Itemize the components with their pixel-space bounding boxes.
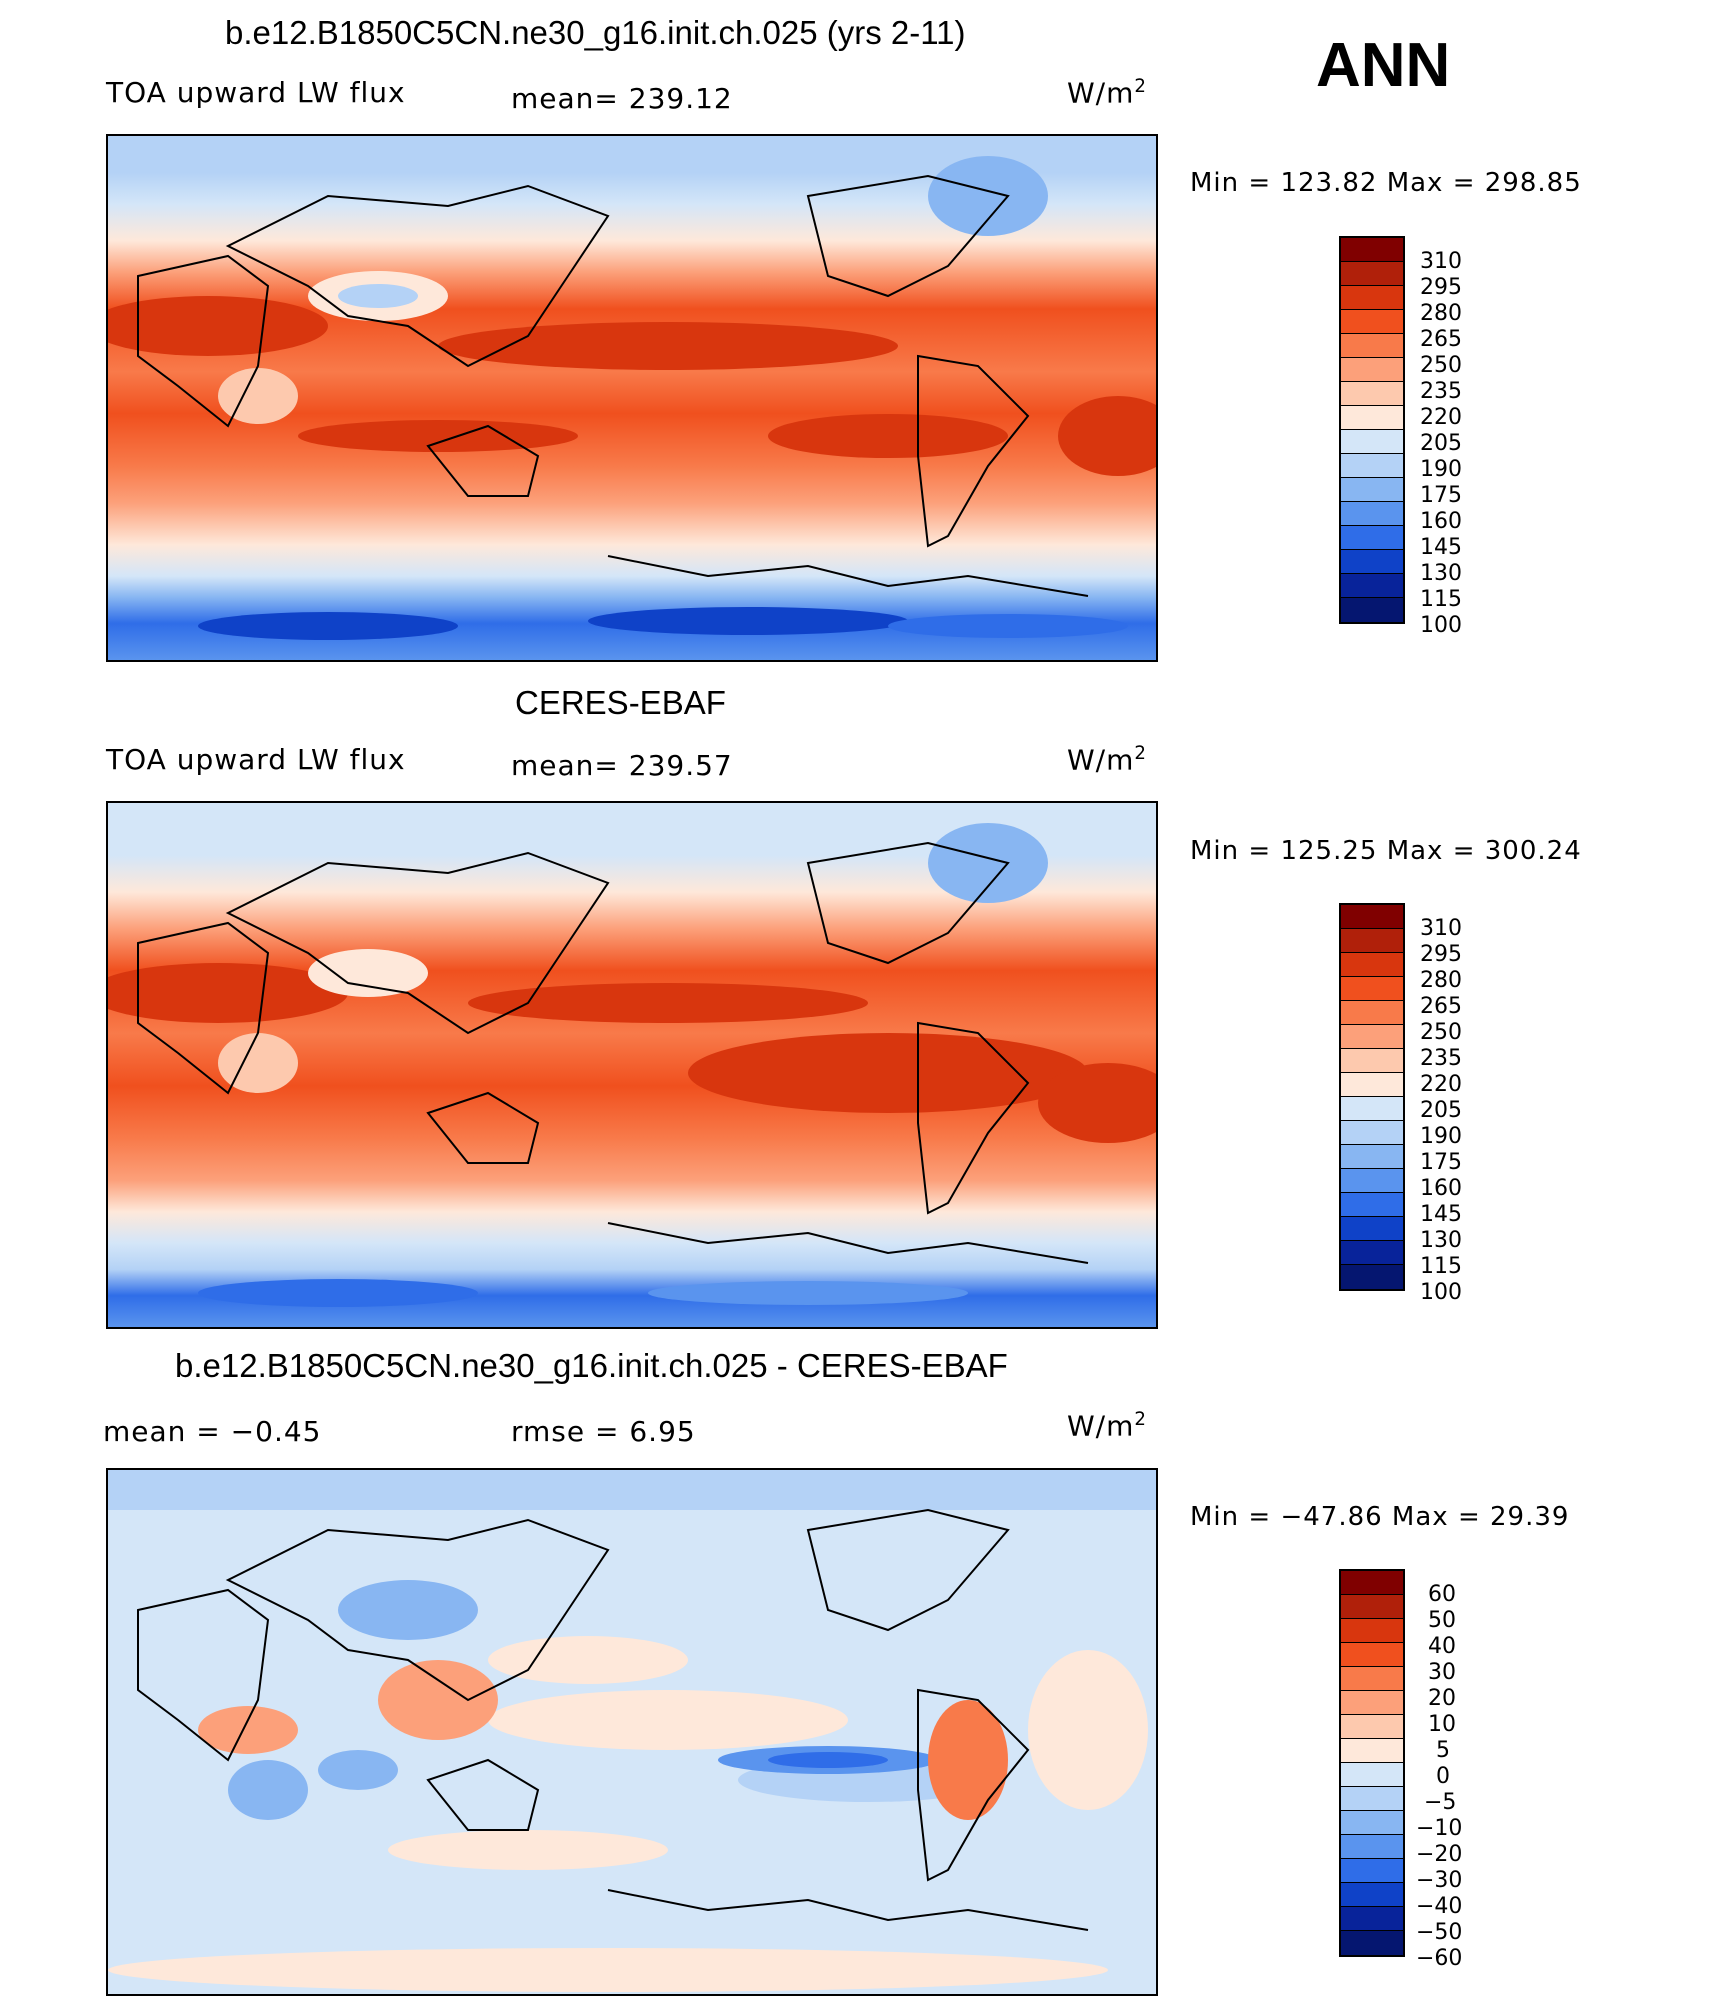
colorbar-tick: 115 — [1420, 1254, 1462, 1279]
colorbar-tick: 190 — [1420, 457, 1462, 482]
colorbar-tick: 295 — [1420, 275, 1462, 300]
colorbar-tick: 100 — [1420, 613, 1462, 638]
colorbar-tick: 30 — [1428, 1660, 1456, 1685]
colorbar-tick: 235 — [1420, 379, 1462, 404]
colorbar-tick: −50 — [1416, 1920, 1463, 1945]
colorbar-tick: 265 — [1420, 327, 1462, 352]
colorbar-tick: 190 — [1420, 1124, 1462, 1149]
colorbar-tick: −5 — [1424, 1790, 1457, 1815]
colorbar-tick: 5 — [1436, 1738, 1450, 1763]
colorbar-tick: 310 — [1420, 249, 1462, 274]
colorbar-tick: 175 — [1420, 483, 1462, 508]
panel3-rmse-label: rmse = 6.95 — [511, 1415, 696, 1448]
colorbar-tick: −60 — [1416, 1946, 1463, 1971]
colorbar-tick: 295 — [1420, 942, 1462, 967]
season-label: ANN — [1316, 31, 1451, 100]
panel2-mean-label: mean= 239.57 — [511, 749, 733, 782]
colorbar-tick: 205 — [1420, 431, 1462, 456]
colorbar-tick: 205 — [1420, 1098, 1462, 1123]
colorbar-tick: 50 — [1428, 1608, 1456, 1633]
panel1-colorbar — [1339, 236, 1405, 624]
colorbar-tick: 265 — [1420, 994, 1462, 1019]
colorbar-tick: 310 — [1420, 916, 1462, 941]
panel1-minmax: Min = 123.82 Max = 298.85 — [1190, 168, 1582, 198]
colorbar-tick: 40 — [1428, 1634, 1456, 1659]
colorbar-tick: 60 — [1428, 1582, 1456, 1607]
panel2-units: W/m2 — [1067, 743, 1147, 777]
colorbar-tick: 145 — [1420, 1202, 1462, 1227]
panel3-minmax: Min = −47.86 Max = 29.39 — [1190, 1502, 1570, 1532]
colorbar-tick: 250 — [1420, 353, 1462, 378]
panel2-minmax: Min = 125.25 Max = 300.24 — [1190, 836, 1582, 866]
colorbar-tick: 145 — [1420, 535, 1462, 560]
colorbar-tick: −40 — [1416, 1894, 1463, 1919]
colorbar-tick: −20 — [1416, 1842, 1463, 1867]
colorbar-tick: 10 — [1428, 1712, 1456, 1737]
colorbar-tick: 160 — [1420, 1176, 1462, 1201]
panel3-mean-label: mean = −0.45 — [103, 1415, 322, 1448]
colorbar-tick: 100 — [1420, 1280, 1462, 1305]
colorbar-tick: 220 — [1420, 405, 1462, 430]
colorbar-tick: 280 — [1420, 968, 1462, 993]
panel1-map — [106, 134, 1158, 662]
panel2-variable-label: TOA upward LW flux — [106, 743, 406, 776]
panel3-title: b.e12.B1850C5CN.ne30_g16.init.ch.025 - C… — [175, 1347, 1008, 1384]
panel1-mean-label: mean= 239.12 — [511, 82, 733, 115]
colorbar-tick: 280 — [1420, 301, 1462, 326]
colorbar-tick: 175 — [1420, 1150, 1462, 1175]
panel3-units: W/m2 — [1067, 1409, 1147, 1443]
colorbar-tick: −10 — [1416, 1816, 1463, 1841]
panel1-title: b.e12.B1850C5CN.ne30_g16.init.ch.025 (yr… — [225, 14, 966, 51]
panel1-units: W/m2 — [1067, 76, 1147, 110]
panel3-colorbar — [1339, 1569, 1405, 1957]
panel2-map — [106, 801, 1158, 1329]
colorbar-tick: 130 — [1420, 1228, 1462, 1253]
panel2-title: CERES-EBAF — [515, 684, 726, 721]
colorbar-tick: −30 — [1416, 1868, 1463, 1893]
colorbar-tick: 0 — [1436, 1764, 1450, 1789]
panel3-map — [106, 1468, 1158, 1996]
colorbar-tick: 160 — [1420, 509, 1462, 534]
panel2-colorbar — [1339, 903, 1405, 1291]
colorbar-tick: 235 — [1420, 1046, 1462, 1071]
colorbar-tick: 130 — [1420, 561, 1462, 586]
colorbar-tick: 250 — [1420, 1020, 1462, 1045]
colorbar-tick: 115 — [1420, 587, 1462, 612]
colorbar-tick: 220 — [1420, 1072, 1462, 1097]
panel1-variable-label: TOA upward LW flux — [106, 76, 406, 109]
colorbar-tick: 20 — [1428, 1686, 1456, 1711]
